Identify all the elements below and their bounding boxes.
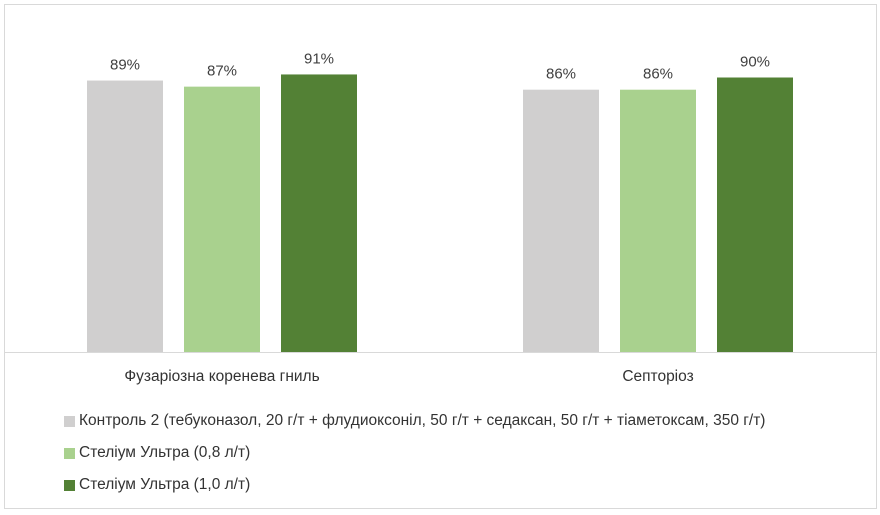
legend-swatch-control bbox=[64, 415, 75, 427]
data-label-fusarium-root-rot-stelium-0-8: 87% bbox=[207, 63, 237, 80]
data-label-fusarium-root-rot-control: 89% bbox=[110, 57, 140, 74]
legend: Контроль 2 (тебуконазол, 20 г/т + флудио… bbox=[64, 405, 765, 501]
bar-septoria-stelium-1-0 bbox=[717, 77, 793, 352]
category-label-septoria: Септоріоз bbox=[622, 368, 693, 385]
legend-swatch-stelium-1-0 bbox=[64, 479, 75, 491]
data-label-septoria-stelium-1-0: 90% bbox=[740, 54, 770, 71]
legend-item-stelium-0-8: Стеліум Ультра (0,8 л/т) bbox=[64, 437, 765, 469]
bar-septoria-control bbox=[523, 89, 599, 352]
bar-septoria-stelium-0-8 bbox=[620, 89, 696, 352]
legend-item-stelium-1-0: Стеліум Ультра (1,0 л/т) bbox=[64, 469, 765, 501]
legend-label-stelium-0-8: Стеліум Ультра (0,8 л/т) bbox=[79, 444, 251, 461]
bar-fusarium-root-rot-control bbox=[87, 80, 163, 353]
legend-label-stelium-1-0: Стеліум Ультра (1,0 л/т) bbox=[79, 476, 251, 493]
legend-swatch-stelium-0-8 bbox=[64, 447, 75, 459]
bar-fusarium-root-rot-stelium-0-8 bbox=[184, 86, 260, 353]
legend-label-control: Контроль 2 (тебуконазол, 20 г/т + флудио… bbox=[79, 412, 766, 429]
data-label-fusarium-root-rot-stelium-1-0: 91% bbox=[304, 50, 334, 67]
data-label-septoria-stelium-0-8: 86% bbox=[643, 66, 673, 83]
category-label-fusarium-root-rot: Фузаріозна коренева гниль bbox=[124, 368, 319, 385]
legend-item-control: Контроль 2 (тебуконазол, 20 г/т + флудио… bbox=[64, 405, 765, 437]
data-label-septoria-control: 86% bbox=[546, 66, 576, 83]
bar-fusarium-root-rot-stelium-1-0 bbox=[281, 74, 357, 352]
